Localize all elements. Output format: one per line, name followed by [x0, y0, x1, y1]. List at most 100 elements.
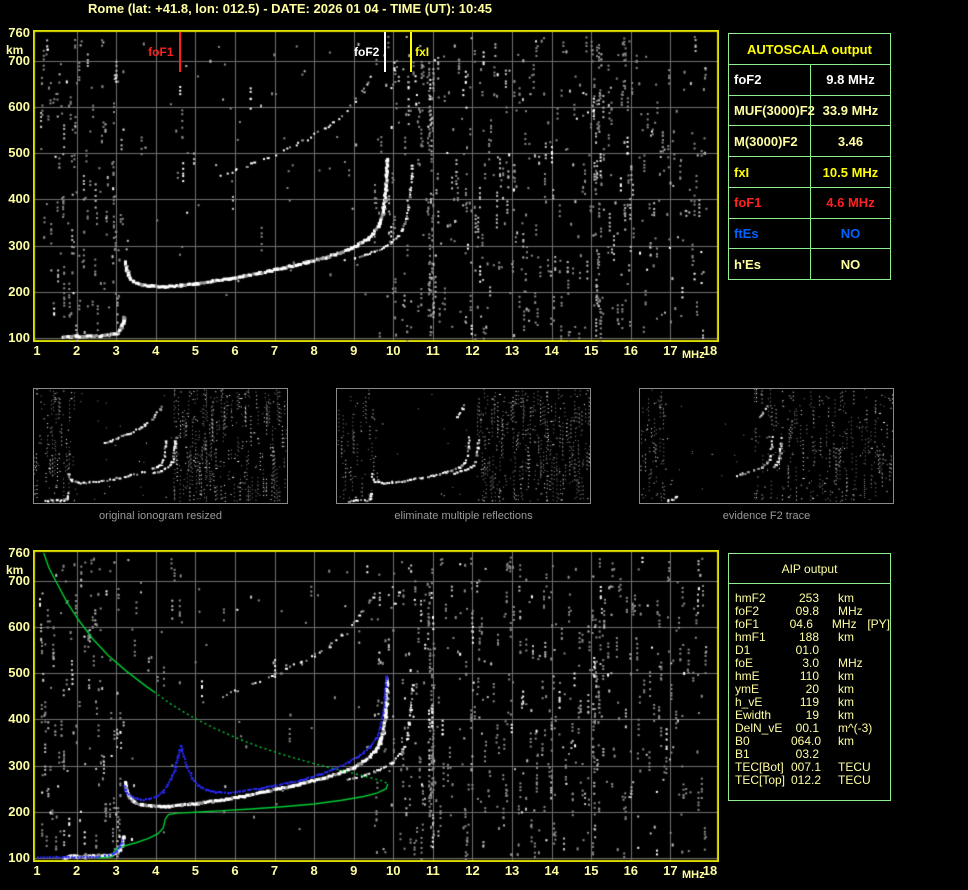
aip-unit: TECU	[838, 773, 871, 787]
x-tick-12-plot0: 12	[465, 343, 480, 358]
x-tick-7-plot0: 7	[270, 343, 279, 358]
aip-unit: km	[838, 682, 854, 696]
autoscala-table-header: AUTOSCALA output	[729, 34, 890, 65]
autoscala-row-m3000f2: M(3000)F2 3.46	[729, 126, 890, 158]
x-tick-1-plot1: 1	[33, 863, 41, 878]
x-tick-2-plot0: 2	[72, 343, 81, 358]
y-tick-300-plot1: 300	[8, 757, 30, 773]
x-tick-15-plot0: 15	[583, 343, 599, 358]
y-tick-100-plot1: 100	[8, 849, 30, 865]
thumbnail-caption-eliminate: eliminate multiple reflections	[394, 510, 533, 522]
aip-unit: MHz	[838, 604, 863, 618]
x-axis-unit-bottom: MHz	[682, 869, 705, 881]
x-tick-5-plot1: 5	[191, 863, 199, 878]
station-date-title: Rome (lat: +41.8, lon: 012.5) - DATE: 20…	[88, 1, 492, 16]
y-tick-100-plot0: 100	[8, 329, 30, 345]
y-tick-300-plot0: 300	[8, 237, 30, 253]
x-tick-17-plot0: 17	[663, 343, 678, 358]
x-tick-17-plot1: 17	[663, 863, 678, 878]
aip-row-fof1: foF1 04.6 MHz [PY]	[729, 618, 890, 631]
thumbnail-eliminate-canvas	[337, 389, 590, 503]
marker-label-fof2: foF2	[354, 45, 380, 59]
marker-line-fof2	[384, 32, 387, 72]
x-tick-9-plot1: 9	[350, 863, 358, 878]
aip-name: foF1	[735, 617, 760, 631]
thumbnail-evidence-f2	[639, 388, 894, 504]
x-tick-11-plot0: 11	[426, 343, 440, 358]
aip-name: hmF2	[735, 591, 766, 605]
aip-extra: [PY]	[867, 617, 890, 631]
thumbnail-eliminate-reflections	[336, 388, 591, 504]
x-tick-8-plot1: 8	[310, 863, 318, 878]
aip-value: 119	[799, 695, 819, 709]
autoscala-row-value: NO	[840, 225, 861, 241]
x-tick-13-plot0: 13	[504, 343, 520, 358]
y-tick-600-plot0: 600	[8, 98, 30, 114]
autoscala-row-fof2: foF2 9.8 MHz	[729, 65, 890, 96]
aip-unit: km	[838, 669, 854, 683]
aip-name: hmF1	[735, 630, 766, 644]
autoscala-row-value: NO	[840, 256, 861, 272]
aip-unit: km	[838, 591, 854, 605]
x-tick-14-plot0: 14	[544, 343, 559, 358]
y-tick-400-plot1: 400	[8, 711, 30, 727]
thumbnail-original-canvas	[34, 389, 287, 503]
autoscala-row-label: ftEs	[729, 218, 811, 249]
y-axis-unit-bottom: km	[6, 563, 24, 577]
x-tick-18-plot0: 18	[702, 343, 718, 358]
x-tick-13-plot1: 13	[504, 863, 520, 878]
x-tick-6-plot0: 6	[231, 343, 239, 358]
y-tick-200-plot0: 200	[8, 283, 30, 299]
x-tick-18-plot1: 18	[702, 863, 718, 878]
aip-unit: MHz	[831, 617, 857, 631]
autoscala-row-value: 3.46	[837, 133, 864, 149]
aip-value: 253	[798, 591, 819, 605]
autoscala-row-label: h'Es	[729, 249, 811, 280]
x-tick-8-plot0: 8	[310, 343, 318, 358]
x-tick-16-plot1: 16	[623, 863, 639, 878]
x-tick-10-plot0: 10	[386, 343, 401, 358]
x-tick-5-plot0: 5	[191, 343, 199, 358]
y-axis-unit-top: km	[6, 43, 24, 57]
autoscala-row-value: 10.5 MHz	[822, 164, 879, 180]
marker-line-fof1	[178, 32, 181, 72]
aip-value: 20	[805, 682, 819, 696]
aip-row-tectop: TEC[Top] 012.2 TECU	[729, 774, 890, 787]
aip-value: 110	[799, 669, 819, 683]
y-tick-760-plot1: 760	[8, 545, 30, 560]
thumbnail-caption-evidence: evidence F2 trace	[722, 510, 811, 522]
autoscala-row-fof1: foF1 4.6 MHz	[729, 187, 890, 219]
aip-table-header: AIP output	[729, 554, 890, 584]
x-tick-12-plot1: 12	[465, 863, 480, 878]
aip-row-yme: ymE 20 km	[729, 683, 890, 696]
x-tick-7-plot1: 7	[270, 863, 279, 878]
autoscala-row-label: foF1	[729, 187, 811, 218]
aip-name: Ewidth	[735, 708, 772, 722]
aip-unit: km	[838, 695, 854, 709]
aip-value: 00.1	[795, 721, 819, 735]
marker-label-fxi: fxI	[415, 45, 430, 59]
aip-value: 007.1	[791, 760, 822, 774]
y-tick-700-plot0: 700	[8, 52, 30, 68]
aip-unit: TECU	[838, 760, 871, 774]
y-tick-760-plot0: 760	[8, 25, 30, 40]
y-tick-200-plot1: 200	[8, 803, 30, 819]
y-tick-500-plot1: 500	[8, 665, 30, 681]
aip-unit: MHz	[838, 656, 863, 670]
autoscala-row-label: fxI	[729, 157, 811, 187]
y-tick-500-plot0: 500	[8, 145, 30, 161]
marker-line-fxi	[410, 32, 413, 72]
autoscala-row-hes: h'Es NO	[729, 249, 890, 280]
aip-value: 3.0	[802, 656, 819, 670]
aip-row-hve: h_vE 119 km	[729, 696, 890, 709]
autoscala-row-label: M(3000)F2	[729, 126, 811, 157]
aip-name: B0	[735, 734, 750, 748]
bottom-ionogram-plot	[33, 550, 719, 862]
autoscala-row-value: 9.8 MHz	[826, 72, 875, 88]
aip-row-hmf2: hmF2 253 km	[729, 592, 890, 605]
x-tick-3-plot1: 3	[112, 863, 120, 878]
aip-value: 01.0	[795, 643, 819, 657]
y-tick-400-plot0: 400	[8, 191, 30, 207]
aip-row-foe: foE 3.0 MHz	[729, 657, 890, 670]
